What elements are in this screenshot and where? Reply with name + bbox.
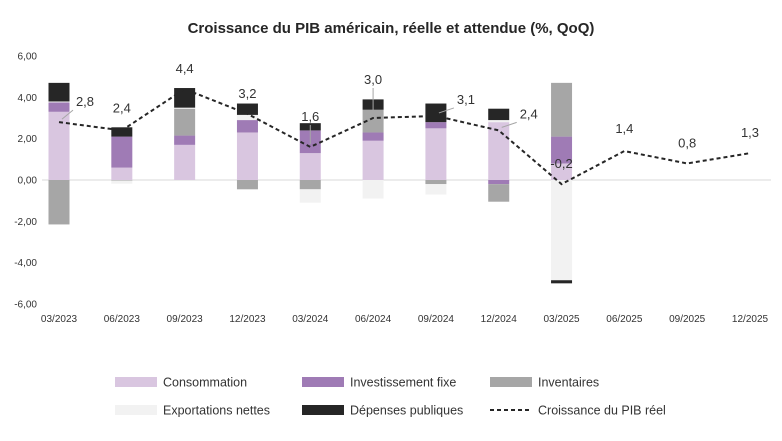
legend-swatch-d-penses-publiques xyxy=(302,405,344,415)
gdp-data-label: 3,1 xyxy=(457,92,475,107)
gdp-data-label: -0,2 xyxy=(550,156,572,171)
legend-label-inventaires: Inventaires xyxy=(538,376,599,390)
bar-segment-inventaires xyxy=(236,180,258,190)
bar-segment-exportations-nettes xyxy=(236,114,258,121)
bar-segment-inventaires xyxy=(425,180,447,185)
legend-label-d-penses-publiques: Dépenses publiques xyxy=(350,404,463,418)
legend-swatch-exportations-nettes xyxy=(115,405,157,415)
bar-segment-inventaires xyxy=(362,109,384,133)
bar-segment-consommation xyxy=(236,132,258,180)
gdp-data-label: 1,4 xyxy=(615,121,633,136)
bar-segment-d-penses-publiques xyxy=(425,103,447,123)
gdp-data-label: 2,8 xyxy=(76,94,94,109)
legend-swatch-investissement-fixe xyxy=(302,377,344,387)
x-tick-label: 03/2023 xyxy=(41,314,78,325)
bar-segment-investissement-fixe xyxy=(425,122,447,129)
legend-label-exportations-nettes: Exportations nettes xyxy=(163,404,270,418)
bar-segment-consommation xyxy=(299,153,321,180)
y-tick-label: 0,00 xyxy=(18,176,38,187)
gdp-data-label: 4,4 xyxy=(176,61,194,76)
bar-segment-inventaires xyxy=(174,108,196,136)
x-tick-label: 09/2024 xyxy=(418,314,455,325)
bar-segment-d-penses-publiques xyxy=(174,88,196,108)
legend-swatch-inventaires xyxy=(490,377,532,387)
y-tick-label: -6,00 xyxy=(14,300,37,311)
bar-segment-exportations-nettes xyxy=(551,180,573,281)
x-tick-label: 03/2024 xyxy=(292,314,329,325)
x-tick-label: 06/2023 xyxy=(104,314,141,325)
bar-segment-inventaires xyxy=(48,180,70,225)
bar-segment-consommation xyxy=(425,128,447,180)
x-tick-label: 06/2024 xyxy=(355,314,392,325)
chart-title: Croissance du PIB américain, réelle et a… xyxy=(188,20,595,37)
bar-segment-investissement-fixe xyxy=(174,135,196,145)
gdp-data-label: 2,4 xyxy=(520,106,538,121)
bar-segment-investissement-fixe xyxy=(236,120,258,133)
y-tick-label: -4,00 xyxy=(14,258,37,269)
bar-segment-investissement-fixe xyxy=(111,136,133,168)
y-tick-label: 4,00 xyxy=(18,93,38,104)
bar-segment-investissement-fixe xyxy=(551,136,573,164)
bar-segment-consommation xyxy=(362,140,384,180)
legend-label-investissement-fixe: Investissement fixe xyxy=(350,376,456,390)
bar-segment-exportations-nettes xyxy=(48,101,70,103)
bar-segment-investissement-fixe xyxy=(362,132,384,141)
gdp-data-label: 0,8 xyxy=(678,135,696,150)
bar-segment-inventaires xyxy=(111,180,133,181)
bar-segment-exportations-nettes xyxy=(299,189,321,203)
legend: Consommation Investissement fixe Inventair… xyxy=(115,376,666,418)
data-label-leader xyxy=(501,121,517,128)
plot-area: 6,00 4,00 2,00 0,00 -2,00 -4,00 -6,00 03/2023 06… xyxy=(14,52,771,325)
gdp-data-label: 3,2 xyxy=(238,86,256,101)
bar-segment-consommation xyxy=(48,111,70,180)
bar-segment-d-penses-publiques xyxy=(236,103,258,115)
bar-segment-exportations-nettes xyxy=(174,107,196,109)
x-tick-label: 03/2025 xyxy=(543,314,580,325)
bar-segment-investissement-fixe xyxy=(48,102,70,112)
gdp-data-label: 2,4 xyxy=(113,100,131,115)
bar-segment-consommation xyxy=(174,144,196,180)
y-tick-label: 2,00 xyxy=(18,134,38,145)
gdp-data-label: 3,0 xyxy=(364,72,382,87)
x-tick-label: 12/2024 xyxy=(481,314,518,325)
bar-segment-exportations-nettes xyxy=(425,184,447,195)
bar-segment-inventaires xyxy=(551,82,573,137)
legend-label-croissance-du-pib-r-el: Croissance du PIB réel xyxy=(538,404,666,418)
x-tick-label: 12/2023 xyxy=(229,314,266,325)
legend-swatch-consommation xyxy=(115,377,157,387)
data-label-leader xyxy=(61,109,74,120)
bar-segment-investissement-fixe xyxy=(488,180,510,185)
x-tick-label: 09/2025 xyxy=(669,314,706,325)
gdp-data-label: 1,3 xyxy=(741,125,759,140)
x-tick-label: 12/2025 xyxy=(732,314,769,325)
x-tick-label: 06/2025 xyxy=(606,314,643,325)
bar-segment-d-penses-publiques xyxy=(488,108,510,121)
bar-segment-d-penses-publiques xyxy=(551,280,573,284)
gdp-data-label: 1,6 xyxy=(301,109,319,124)
bar-segment-exportations-nettes xyxy=(488,120,510,123)
bar-segment-consommation xyxy=(488,122,510,180)
gdp-growth-line xyxy=(58,87,751,186)
y-tick-label: -2,00 xyxy=(14,217,37,228)
bar-segment-consommation xyxy=(551,163,573,180)
data-label-leader xyxy=(438,107,455,114)
bar-segment-d-penses-publiques xyxy=(48,82,70,102)
bar-segment-exportations-nettes xyxy=(362,180,384,199)
bar-segment-inventaires xyxy=(299,180,321,190)
bar-segment-consommation xyxy=(111,167,133,180)
y-tick-label: 6,00 xyxy=(18,52,38,63)
bar-segment-d-penses-publiques xyxy=(111,127,133,137)
bar-segment-inventaires xyxy=(488,184,510,202)
x-tick-label: 09/2023 xyxy=(167,314,204,325)
bar-segment-exportations-nettes xyxy=(111,180,133,184)
legend-label-consommation: Consommation xyxy=(163,376,247,390)
